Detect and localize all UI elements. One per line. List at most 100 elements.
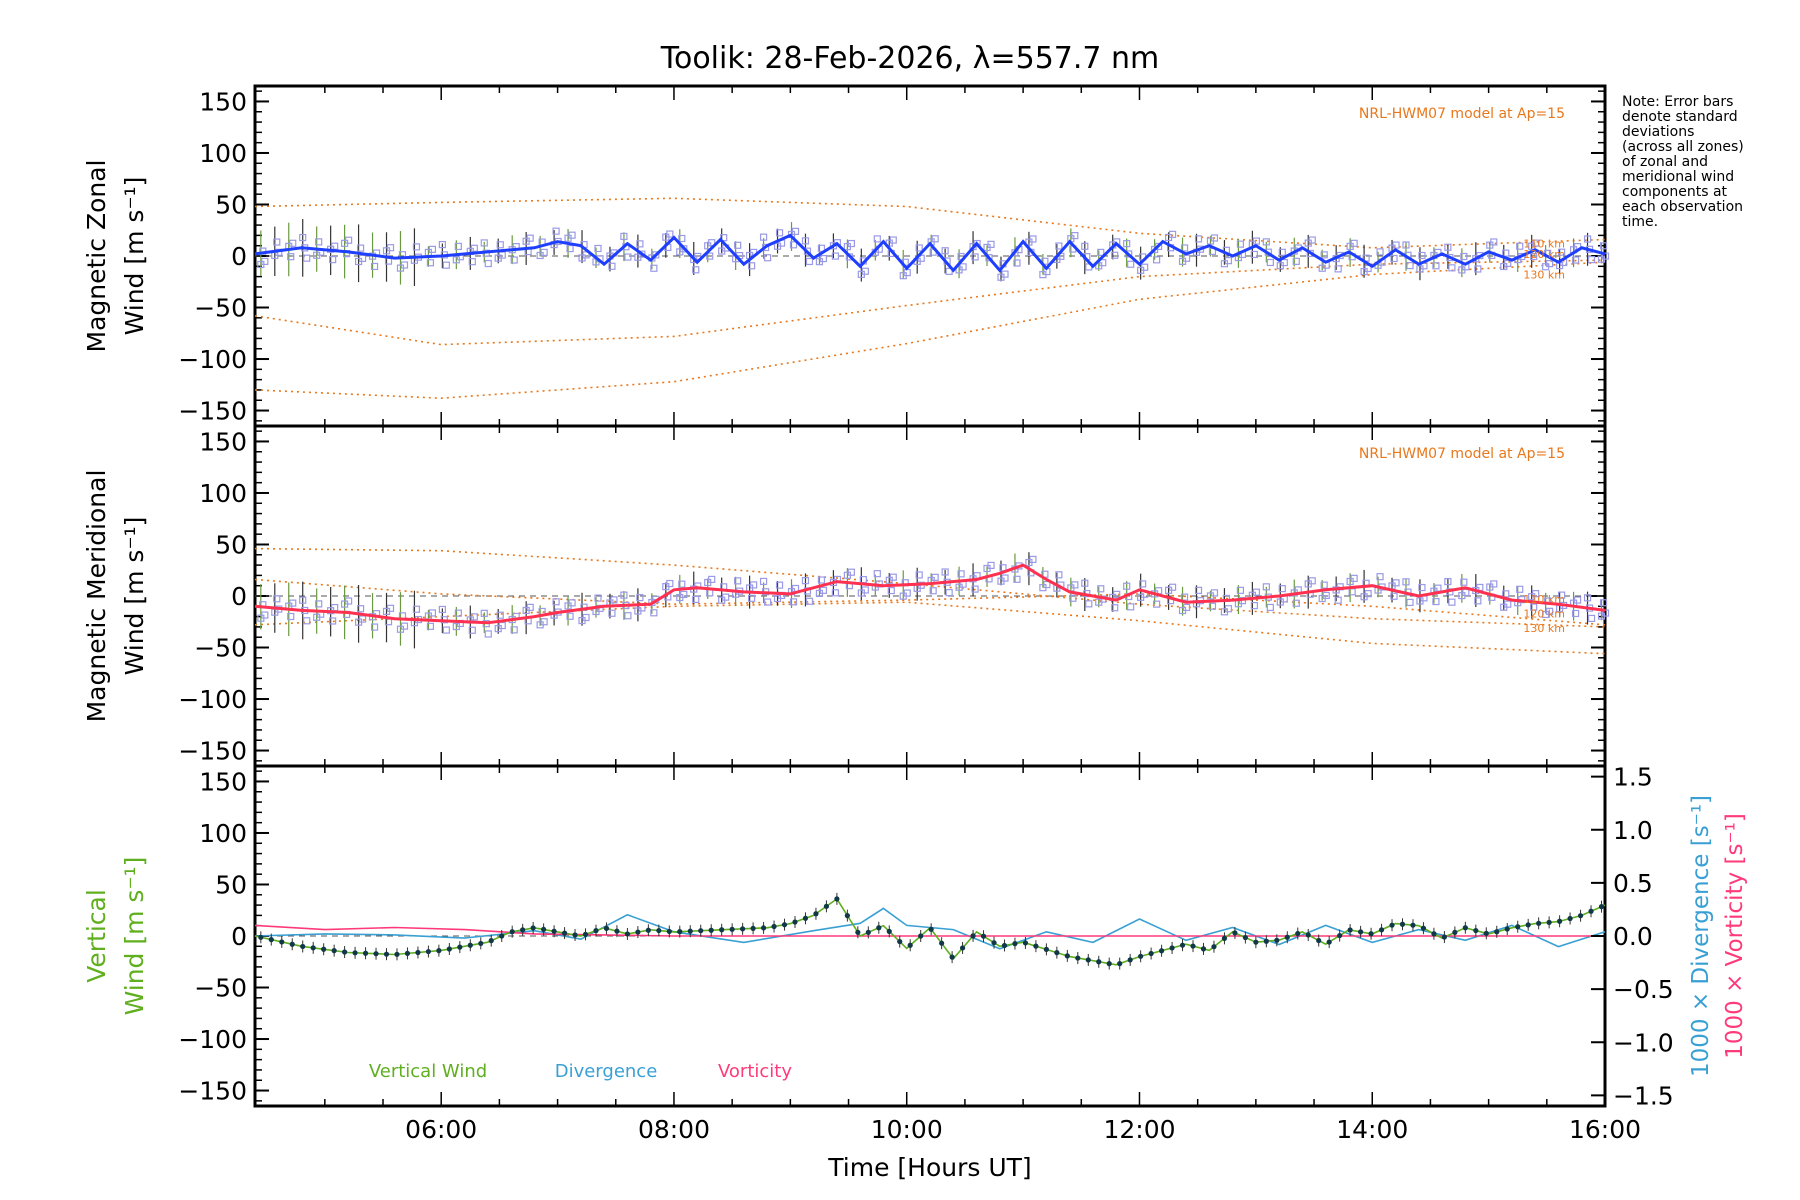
zone-sample	[1392, 579, 1400, 587]
zone-sample	[1587, 614, 1596, 623]
zone-sample	[299, 596, 307, 604]
note-line: of zonal and	[1622, 154, 1708, 170]
zone-sample	[1320, 251, 1328, 259]
zone-sample	[370, 623, 379, 631]
zone-sample	[1069, 594, 1077, 602]
zone-sample	[694, 252, 702, 261]
vertical-wind-point	[1075, 955, 1081, 961]
zone-sample	[1182, 603, 1191, 612]
vertical-wind-point	[719, 927, 725, 933]
zone-sample	[873, 570, 881, 578]
vertical-wind-point	[1441, 934, 1447, 940]
vertical-wind-point	[530, 925, 536, 931]
zone-sample	[428, 609, 437, 617]
y2-tick-label: 1.5	[1613, 763, 1653, 792]
vertical-wind-point	[394, 951, 400, 957]
zone-sample	[552, 598, 560, 606]
zone-sample	[1081, 242, 1089, 250]
vertical-wind-point	[1536, 920, 1542, 926]
zone-sample	[1558, 591, 1566, 599]
zone-sample	[400, 622, 409, 630]
zone-sample	[468, 258, 476, 266]
zone-sample	[582, 251, 590, 259]
zone-sample	[945, 267, 953, 275]
y2-tick-label: 1.0	[1613, 816, 1653, 845]
zone-sample	[957, 570, 965, 578]
zone-sample	[873, 235, 881, 243]
vertical-wind-point	[1546, 919, 1552, 926]
zone-sample	[412, 605, 421, 613]
model-altitude-label: 130 km	[1523, 269, 1565, 282]
y-tick-label: −100	[178, 345, 247, 374]
zone-sample	[1266, 603, 1274, 612]
meridional-wind-line	[254, 563, 1606, 625]
zone-sample	[973, 239, 981, 248]
vertical-wind-point	[949, 954, 955, 960]
zone-sample	[1127, 260, 1135, 268]
note-line: Note: Error bars	[1622, 94, 1733, 110]
zone-sample	[1474, 265, 1482, 273]
zone-sample	[1180, 593, 1189, 601]
vertical-wind-point	[1598, 904, 1605, 910]
zone-sample	[1573, 596, 1582, 604]
zone-sample	[1402, 241, 1410, 249]
vertical-wind-point	[624, 931, 631, 937]
y-tick-label: −150	[178, 1077, 247, 1106]
figure-title: Toolik: 28-Feb-2026, λ=557.7 nm	[660, 41, 1160, 76]
zone-sample	[1504, 600, 1512, 608]
vertical-wind-point	[771, 923, 777, 930]
zone-sample	[624, 612, 632, 620]
zone-sample	[345, 236, 353, 244]
zone-sample	[941, 568, 949, 576]
zone-sample	[666, 579, 674, 588]
vertical-wind-point	[1462, 925, 1468, 931]
x-tick-label: 12:00	[1103, 1115, 1175, 1144]
zone-sample	[540, 248, 548, 256]
legend-vertical-wind: Vertical Wind	[369, 1061, 487, 1082]
zone-sample	[1448, 598, 1456, 606]
zone-sample	[708, 575, 716, 584]
vertical-wind-point	[1284, 934, 1290, 940]
vertical-wind-point	[551, 928, 557, 934]
vertical-wind-point	[1064, 953, 1070, 959]
zone-sample	[261, 257, 269, 266]
zone-sample	[1308, 236, 1316, 244]
zone-sample	[540, 618, 548, 626]
vertical-wind-point	[1158, 948, 1165, 954]
vertical-wind-point	[1452, 929, 1458, 935]
zonal-panel: 150 100 50 0 −50 −100 −150 Magnetic Zonal Wind […	[82, 86, 1610, 426]
zone-sample	[1153, 600, 1161, 608]
zone-sample	[568, 599, 576, 607]
zone-sample	[1376, 573, 1384, 581]
zone-sample	[624, 253, 632, 261]
zone-sample	[1055, 242, 1063, 250]
vertical-wind-point	[802, 915, 809, 921]
vertical-wind-point	[478, 940, 484, 947]
zone-sample	[1250, 601, 1258, 610]
vertical-wind-point	[645, 927, 651, 933]
zone-sample	[1123, 582, 1131, 590]
x-tick-label: 14:00	[1336, 1115, 1408, 1144]
zone-sample	[847, 568, 855, 576]
y-tick-label: 50	[215, 870, 247, 899]
zone-sample	[552, 227, 560, 235]
time-axis: 06:00 08:00 10:00 12:00 14:00 16:00	[405, 1115, 1641, 1144]
y-tick-label: 50	[215, 190, 247, 219]
zone-sample	[480, 609, 488, 617]
zone-sample	[819, 254, 828, 263]
vertical-wind-point	[582, 931, 589, 937]
vertical-wind-point	[1169, 945, 1175, 951]
zone-sample	[1111, 604, 1119, 612]
zone-sample	[468, 626, 476, 634]
zone-sample	[1350, 574, 1358, 582]
vertical-wind-point	[635, 929, 641, 935]
zone-sample	[789, 241, 798, 249]
zone-sample	[1516, 242, 1524, 250]
vertical-wind-point	[708, 927, 714, 933]
vertical-wind-point	[1567, 915, 1573, 922]
zone-sample	[945, 588, 953, 597]
zone-sample	[759, 577, 768, 586]
vertical-wind-point	[1242, 934, 1248, 941]
